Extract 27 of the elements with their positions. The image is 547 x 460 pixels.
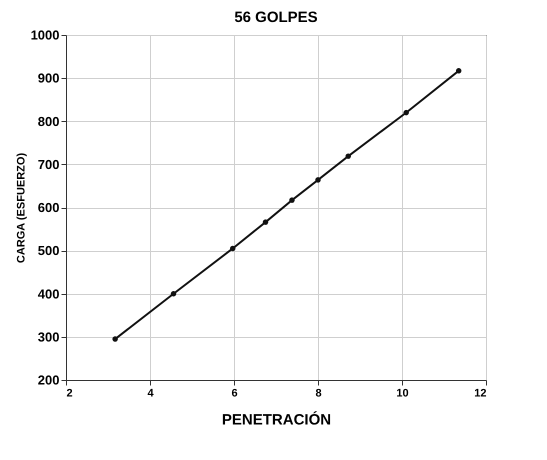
x-tick-label: 4 xyxy=(147,388,154,400)
x-tick-label: 6 xyxy=(231,388,238,400)
y-tick-label: 300 xyxy=(38,329,60,344)
y-tick-label: 200 xyxy=(38,372,60,388)
y-tick-label: 1000 xyxy=(30,28,60,42)
y-tick-label: 900 xyxy=(38,70,60,86)
point xyxy=(315,177,321,183)
y-axis-title: CARGA (ESFUERZO) xyxy=(16,152,28,264)
y-tick-label: 700 xyxy=(38,156,60,172)
y-tick-label: 500 xyxy=(38,243,60,258)
y-tick-label: 600 xyxy=(38,200,60,215)
point xyxy=(403,110,409,116)
point xyxy=(170,291,176,296)
point xyxy=(346,153,351,159)
point xyxy=(230,246,236,252)
point xyxy=(262,219,268,225)
point xyxy=(456,68,462,74)
y-tick-label: 800 xyxy=(38,114,60,129)
x-tick-label: 8 xyxy=(315,388,322,400)
point xyxy=(289,197,295,203)
chart-title: 56 GOLPES xyxy=(234,9,318,26)
x-tick-label: 2 xyxy=(66,388,73,400)
x-axis-title: PENETRACIÓN xyxy=(222,410,332,428)
x-tick-label: 10 xyxy=(396,388,409,400)
y-tick-label: 400 xyxy=(38,286,60,302)
point xyxy=(112,336,118,342)
x-tick-label: 12 xyxy=(474,388,486,400)
